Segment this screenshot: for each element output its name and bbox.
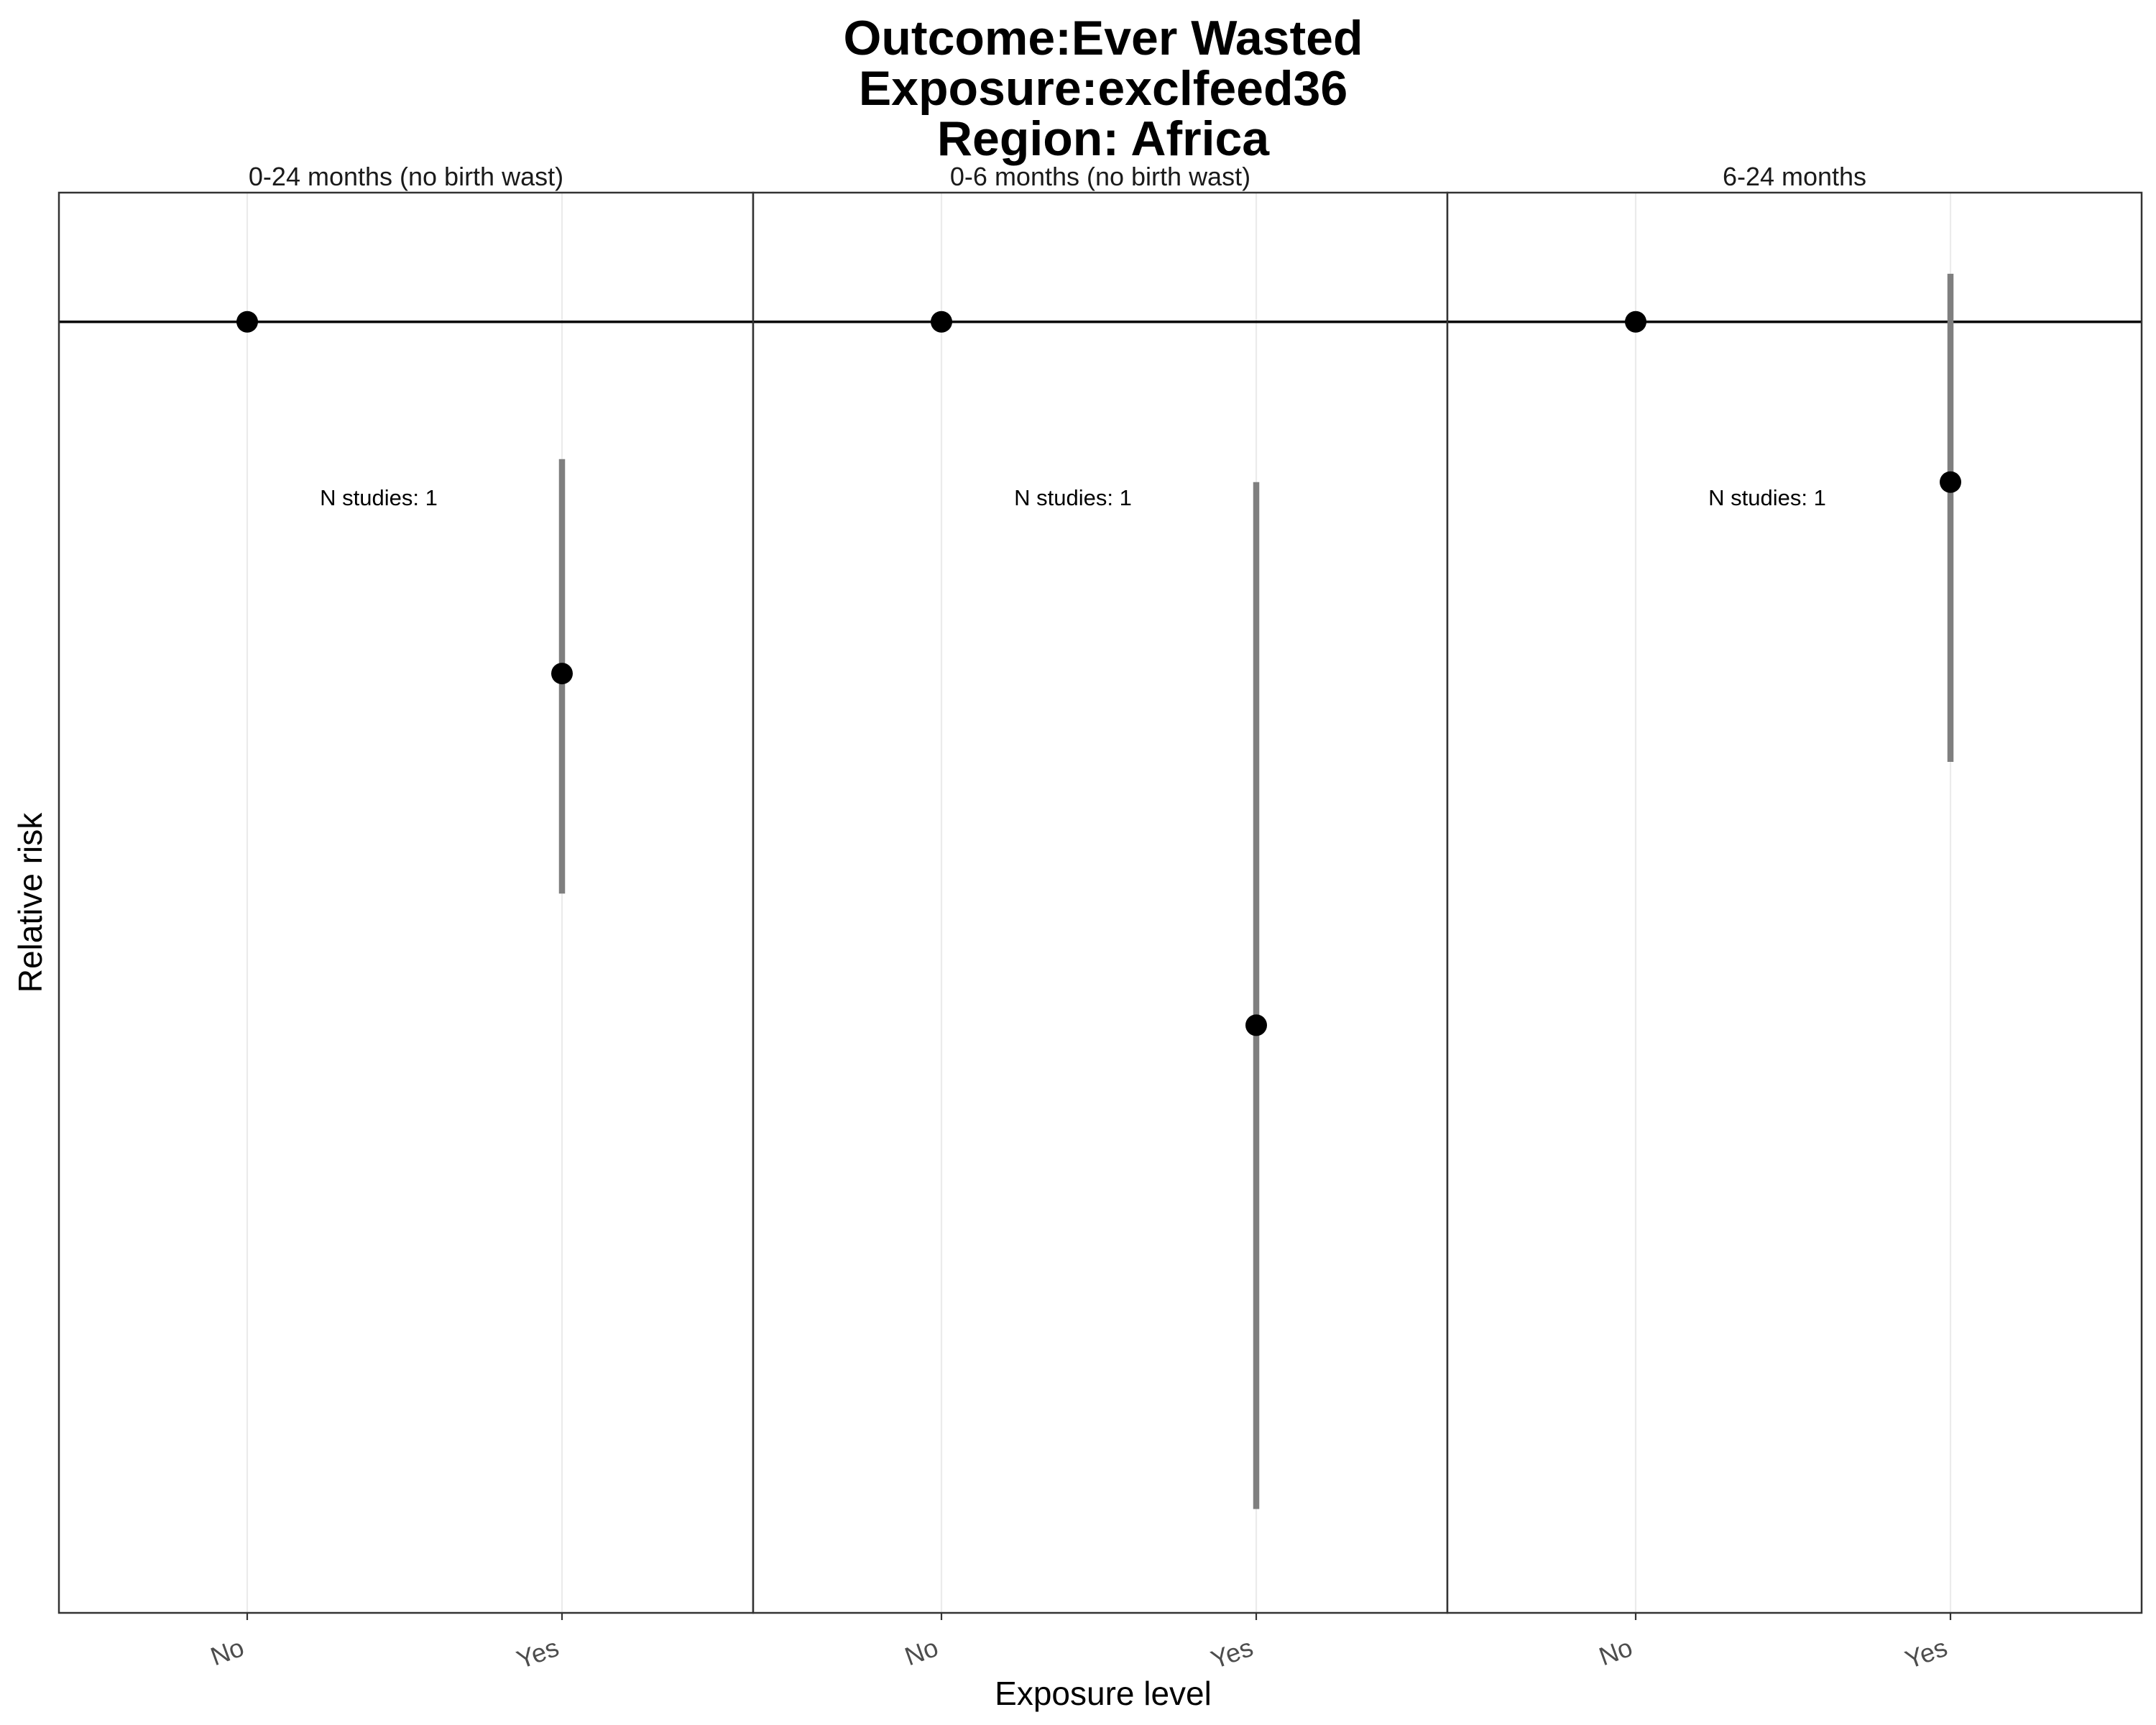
- estimate-point: [1940, 471, 1961, 493]
- n-studies-annotation: N studies: 1: [320, 485, 438, 510]
- estimate-point: [551, 663, 573, 685]
- x-tick-label: Yes: [513, 1632, 563, 1675]
- facet-strip-label: 0-24 months (no birth wast): [249, 162, 563, 191]
- title-line-3: Region: Africa: [937, 111, 1270, 166]
- estimate-point: [236, 310, 258, 333]
- estimate-point: [1625, 310, 1646, 333]
- panel-background: [1447, 193, 2142, 1613]
- facet-panel: 6-24 months N studies: 1 No Yes: [1446, 162, 2143, 1675]
- chart-title: Outcome:Ever Wasted Exposure:exclfeed36 …: [844, 11, 1363, 166]
- estimate-point: [931, 310, 952, 333]
- estimate-point: [1245, 1014, 1267, 1036]
- panel-background: [753, 193, 1447, 1613]
- title-line-2: Exposure:exclfeed36: [859, 61, 1348, 116]
- title-line-1: Outcome:Ever Wasted: [844, 11, 1363, 65]
- y-axis-title: Relative risk: [11, 812, 49, 993]
- facet-panel: 0-6 months (no birth wast) N studies: 1 No…: [752, 162, 1449, 1675]
- n-studies-annotation: N studies: 1: [1708, 485, 1826, 510]
- x-tick-label: Yes: [1902, 1632, 1951, 1675]
- x-tick-label: No: [206, 1632, 247, 1671]
- x-tick-label: No: [900, 1632, 941, 1671]
- facet-strip-label: 6-24 months: [1723, 162, 1866, 191]
- n-studies-annotation: N studies: 1: [1014, 485, 1132, 510]
- facet-panel: 0-24 months (no birth wast) N studies: 1 N…: [57, 162, 755, 1675]
- x-tick-label: Yes: [1207, 1632, 1257, 1675]
- facet-strip-label: 0-6 months (no birth wast): [950, 162, 1250, 191]
- panels-layer: 0-24 months (no birth wast) N studies: 1 N…: [57, 162, 2143, 1675]
- x-axis-title: Exposure level: [995, 1675, 1212, 1712]
- x-tick-label: No: [1595, 1632, 1636, 1671]
- panel-border: [1446, 191, 2143, 1614]
- panel-background: [59, 193, 753, 1613]
